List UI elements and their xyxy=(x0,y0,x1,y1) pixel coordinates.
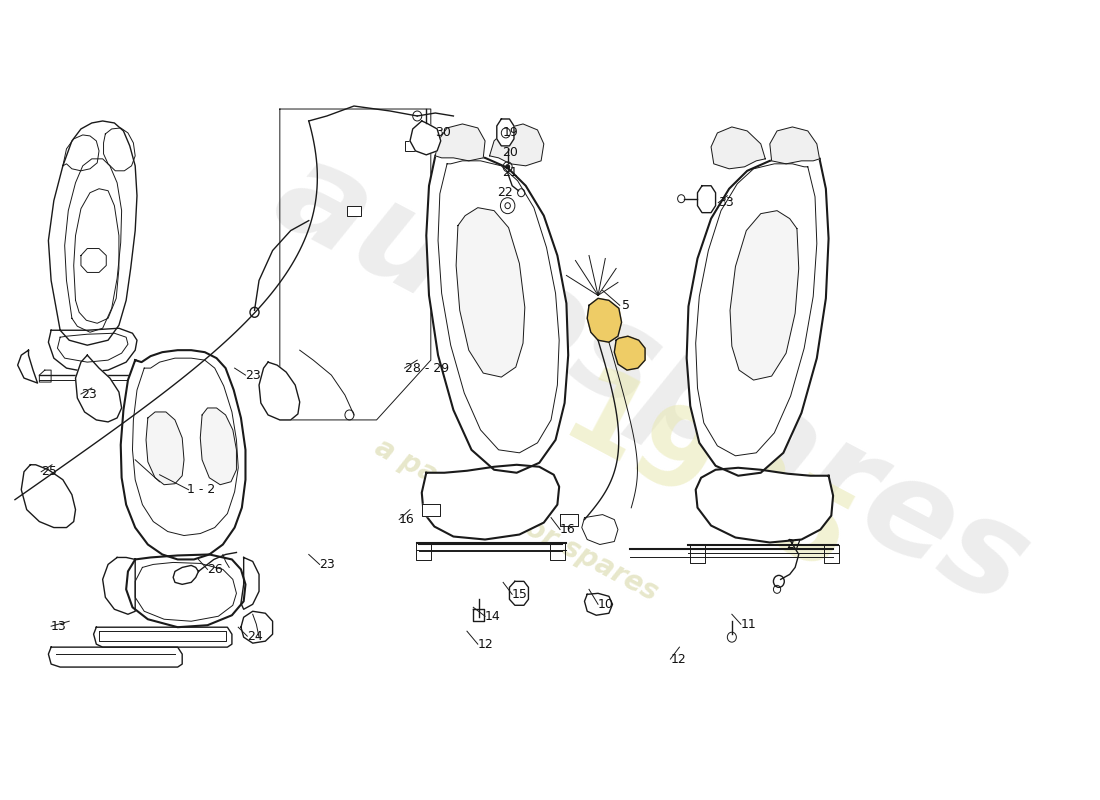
Text: 23: 23 xyxy=(245,369,261,382)
Polygon shape xyxy=(697,186,716,213)
Polygon shape xyxy=(258,362,299,420)
Polygon shape xyxy=(686,157,828,476)
Polygon shape xyxy=(94,627,232,647)
Text: 1985: 1985 xyxy=(544,360,868,599)
Polygon shape xyxy=(146,412,184,485)
Text: 22: 22 xyxy=(497,186,513,199)
Polygon shape xyxy=(509,582,528,606)
Text: 26: 26 xyxy=(208,563,223,576)
Text: 1 - 2: 1 - 2 xyxy=(187,483,214,496)
Polygon shape xyxy=(584,594,613,615)
Text: autospares: autospares xyxy=(255,129,1049,631)
Polygon shape xyxy=(421,504,440,515)
Polygon shape xyxy=(48,121,138,345)
Text: 16: 16 xyxy=(399,513,415,526)
Text: 12: 12 xyxy=(670,653,686,666)
Polygon shape xyxy=(427,154,569,473)
Polygon shape xyxy=(76,355,122,422)
Polygon shape xyxy=(473,610,484,622)
Polygon shape xyxy=(436,124,485,161)
Polygon shape xyxy=(18,350,37,383)
Text: 28 - 29: 28 - 29 xyxy=(405,362,449,374)
Polygon shape xyxy=(102,558,135,614)
Text: 23: 23 xyxy=(320,558,336,571)
Polygon shape xyxy=(241,611,273,643)
Text: 5: 5 xyxy=(621,299,629,312)
Polygon shape xyxy=(121,350,245,559)
Text: 11: 11 xyxy=(741,618,757,630)
Polygon shape xyxy=(421,465,559,539)
Text: 13: 13 xyxy=(51,620,67,633)
Text: 14: 14 xyxy=(485,610,501,622)
Polygon shape xyxy=(21,465,76,527)
Polygon shape xyxy=(490,124,543,166)
Text: 19: 19 xyxy=(503,126,518,139)
Polygon shape xyxy=(587,298,621,342)
Polygon shape xyxy=(770,127,820,164)
Text: a passion for spares: a passion for spares xyxy=(371,433,663,606)
Polygon shape xyxy=(200,408,236,485)
Polygon shape xyxy=(560,514,579,526)
Polygon shape xyxy=(126,554,245,627)
Text: 20: 20 xyxy=(503,146,518,159)
Polygon shape xyxy=(456,208,525,377)
Text: 24: 24 xyxy=(248,630,263,642)
Polygon shape xyxy=(711,127,766,169)
Polygon shape xyxy=(497,119,514,146)
Text: 33: 33 xyxy=(718,196,734,209)
Text: 10: 10 xyxy=(598,598,614,610)
Text: 23: 23 xyxy=(81,387,97,401)
Bar xyxy=(406,141,420,151)
Text: 16: 16 xyxy=(560,523,575,536)
Polygon shape xyxy=(48,647,183,667)
Polygon shape xyxy=(582,514,618,545)
Polygon shape xyxy=(614,336,645,370)
Text: 30: 30 xyxy=(436,126,451,139)
Polygon shape xyxy=(48,328,138,372)
Text: 25: 25 xyxy=(41,466,57,478)
Polygon shape xyxy=(695,468,833,542)
Polygon shape xyxy=(173,566,198,584)
Polygon shape xyxy=(410,121,441,155)
Circle shape xyxy=(506,165,509,169)
Polygon shape xyxy=(730,210,799,380)
Polygon shape xyxy=(241,558,258,610)
Bar xyxy=(346,206,361,216)
Text: 27: 27 xyxy=(786,538,802,551)
Text: 21: 21 xyxy=(503,166,518,179)
Text: 12: 12 xyxy=(477,638,494,650)
Text: 15: 15 xyxy=(513,588,528,601)
